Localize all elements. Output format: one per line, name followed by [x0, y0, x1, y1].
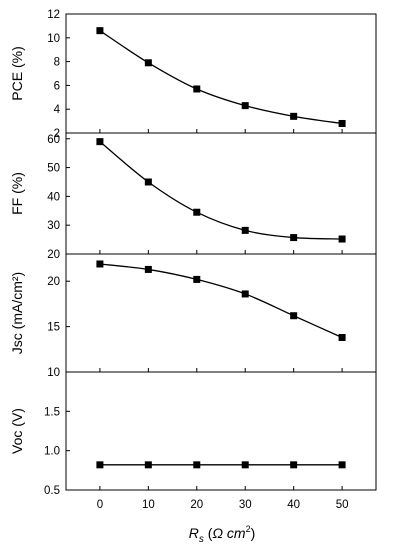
x-axis: 0 10 20 30 40 50	[97, 499, 349, 511]
series-line	[99, 263, 343, 339]
x-axis-title-units: Ω cm	[212, 525, 246, 541]
y-tick-label: 4	[54, 104, 61, 116]
y-tick-label: 20	[47, 249, 60, 261]
data-point	[338, 461, 346, 469]
x-tick-label: 50	[336, 499, 349, 511]
y-axis-title: Voc (V)	[9, 408, 25, 454]
y-tick-label: 8	[54, 57, 60, 69]
data-point	[144, 178, 152, 186]
data-point	[241, 290, 249, 298]
x-axis-title: Rs (Ω cm2)	[189, 524, 256, 545]
x-axis-title-sup: 2	[246, 524, 251, 534]
data-point	[144, 265, 152, 273]
y-tick-label: 6	[54, 80, 60, 92]
y-tick-label: 2	[54, 128, 60, 140]
data-point	[193, 85, 201, 93]
chart-panels: 2 4 6 8 10 12 PCE (%) 20 30 40 50 60 FF (%) 10 15 20 Jsc…	[9, 9, 377, 497]
x-axis-title-close: )	[251, 525, 256, 541]
data-point	[193, 208, 201, 216]
x-tick-label: 10	[142, 499, 155, 511]
data-point	[193, 275, 201, 283]
x-tick-label: 0	[97, 499, 103, 511]
data-point	[144, 59, 152, 67]
panel-frame	[65, 132, 377, 255]
panel-4: 0.5 1.0 1.5 Voc (V)	[9, 371, 377, 497]
data-point	[241, 226, 249, 234]
series-line	[99, 141, 343, 240]
data-point	[290, 461, 298, 469]
x-tick-label: 30	[239, 499, 252, 511]
data-point	[241, 102, 249, 110]
data-point	[144, 461, 152, 469]
data-point	[193, 461, 201, 469]
y-tick-label: 1.5	[44, 406, 60, 418]
data-point	[241, 461, 249, 469]
panel-3: 10 15 20 Jsc (mA/cm²)	[9, 253, 377, 379]
data-point	[96, 27, 104, 35]
data-point	[290, 312, 298, 320]
panel-frame	[65, 13, 377, 134]
panel-2: 20 30 40 50 60 FF (%)	[9, 132, 377, 261]
y-axis-title: FF (%)	[9, 172, 25, 215]
y-tick-label: 60	[47, 134, 60, 146]
panel-1: 2 4 6 8 10 12 PCE (%)	[9, 9, 377, 140]
y-tick-label: 20	[47, 276, 60, 288]
panel-frame	[65, 371, 377, 491]
data-point	[96, 260, 104, 268]
y-tick-label: 10	[47, 367, 60, 379]
y-tick-label: 1.0	[44, 446, 60, 458]
y-tick-label: 40	[47, 191, 60, 203]
x-axis-title-sub: s	[199, 534, 204, 545]
y-axis-title: PCE (%)	[9, 46, 25, 100]
data-point	[338, 235, 346, 243]
x-tick-label: 20	[190, 499, 203, 511]
data-point	[290, 112, 298, 120]
y-tick-label: 30	[47, 220, 60, 232]
y-tick-label: 10	[47, 33, 60, 45]
data-point	[96, 461, 104, 469]
data-point	[338, 334, 346, 342]
x-axis-title-main: R	[189, 525, 199, 541]
y-tick-label: 50	[47, 163, 60, 175]
panel-frame	[65, 253, 377, 373]
y-tick-label: 0.5	[44, 485, 60, 497]
y-tick-label: 12	[47, 9, 60, 21]
series-line	[99, 30, 343, 125]
data-point	[290, 234, 298, 242]
data-point	[96, 138, 104, 146]
data-point	[338, 119, 346, 127]
y-tick-label: 15	[47, 322, 60, 334]
y-axis-title: Jsc (mA/cm²)	[9, 272, 25, 354]
x-axis-title-open: (	[204, 525, 213, 541]
x-tick-label: 40	[287, 499, 300, 511]
